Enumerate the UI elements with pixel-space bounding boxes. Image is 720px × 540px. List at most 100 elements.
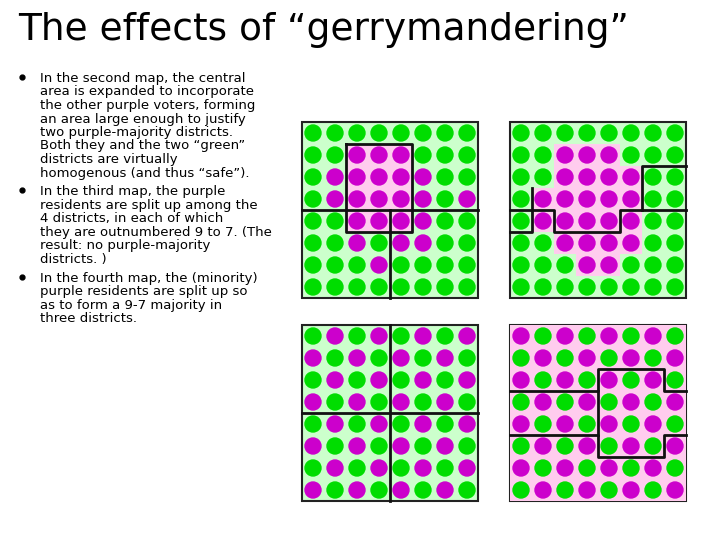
Circle shape — [623, 482, 639, 498]
Circle shape — [535, 350, 551, 366]
Circle shape — [349, 328, 365, 344]
Circle shape — [371, 169, 387, 185]
Circle shape — [393, 169, 409, 185]
Circle shape — [645, 279, 661, 295]
Circle shape — [557, 125, 573, 141]
Circle shape — [601, 169, 617, 185]
Circle shape — [579, 482, 595, 498]
Circle shape — [349, 438, 365, 454]
Text: districts. ): districts. ) — [40, 253, 107, 266]
Circle shape — [327, 438, 343, 454]
Circle shape — [645, 147, 661, 163]
Circle shape — [349, 279, 365, 295]
Circle shape — [579, 438, 595, 454]
Circle shape — [393, 416, 409, 432]
Circle shape — [601, 350, 617, 366]
Circle shape — [437, 482, 453, 498]
Circle shape — [327, 257, 343, 273]
Circle shape — [557, 191, 573, 207]
Circle shape — [415, 372, 431, 388]
Circle shape — [459, 438, 475, 454]
Text: they are outnumbered 9 to 7. (The: they are outnumbered 9 to 7. (The — [40, 226, 272, 239]
Circle shape — [645, 394, 661, 410]
Circle shape — [557, 328, 573, 344]
Circle shape — [327, 350, 343, 366]
Circle shape — [645, 460, 661, 476]
Circle shape — [371, 372, 387, 388]
Circle shape — [371, 460, 387, 476]
Circle shape — [415, 416, 431, 432]
Text: In the third map, the purple: In the third map, the purple — [40, 185, 225, 198]
Circle shape — [349, 416, 365, 432]
Circle shape — [393, 213, 409, 229]
Text: 4 districts, in each of which: 4 districts, in each of which — [40, 212, 223, 225]
Circle shape — [393, 328, 409, 344]
Circle shape — [623, 350, 639, 366]
Circle shape — [371, 279, 387, 295]
Circle shape — [535, 416, 551, 432]
Circle shape — [667, 257, 683, 273]
Circle shape — [349, 235, 365, 251]
Circle shape — [437, 147, 453, 163]
Circle shape — [327, 279, 343, 295]
Circle shape — [327, 416, 343, 432]
Circle shape — [415, 235, 431, 251]
Circle shape — [459, 372, 475, 388]
Circle shape — [415, 279, 431, 295]
Circle shape — [393, 350, 409, 366]
Bar — [302, 325, 478, 501]
Circle shape — [579, 416, 595, 432]
Text: The effects of “gerrymandering”: The effects of “gerrymandering” — [18, 12, 629, 48]
Circle shape — [513, 279, 529, 295]
Circle shape — [305, 394, 321, 410]
Circle shape — [579, 235, 595, 251]
Circle shape — [601, 147, 617, 163]
Bar — [554, 232, 642, 254]
Circle shape — [305, 460, 321, 476]
Text: as to form a 9-7 majority in: as to form a 9-7 majority in — [40, 299, 222, 312]
Text: the other purple voters, forming: the other purple voters, forming — [40, 99, 256, 112]
Circle shape — [459, 257, 475, 273]
Circle shape — [579, 169, 595, 185]
Circle shape — [437, 257, 453, 273]
Circle shape — [437, 191, 453, 207]
Circle shape — [535, 279, 551, 295]
Bar — [346, 144, 412, 232]
Circle shape — [459, 125, 475, 141]
Circle shape — [393, 191, 409, 207]
Circle shape — [645, 416, 661, 432]
Bar — [532, 188, 642, 232]
Circle shape — [667, 416, 683, 432]
Circle shape — [645, 235, 661, 251]
Circle shape — [557, 416, 573, 432]
Circle shape — [305, 328, 321, 344]
Circle shape — [667, 279, 683, 295]
Circle shape — [327, 460, 343, 476]
Circle shape — [557, 257, 573, 273]
Circle shape — [415, 147, 431, 163]
Circle shape — [327, 235, 343, 251]
Circle shape — [623, 147, 639, 163]
Circle shape — [459, 416, 475, 432]
Circle shape — [393, 482, 409, 498]
Circle shape — [601, 416, 617, 432]
Circle shape — [645, 438, 661, 454]
Circle shape — [557, 394, 573, 410]
Circle shape — [459, 213, 475, 229]
Circle shape — [623, 279, 639, 295]
Circle shape — [415, 350, 431, 366]
Circle shape — [667, 482, 683, 498]
Circle shape — [667, 328, 683, 344]
Circle shape — [513, 235, 529, 251]
Circle shape — [535, 460, 551, 476]
Circle shape — [535, 372, 551, 388]
Circle shape — [601, 257, 617, 273]
Circle shape — [513, 213, 529, 229]
Circle shape — [623, 460, 639, 476]
Circle shape — [305, 372, 321, 388]
Circle shape — [579, 257, 595, 273]
Circle shape — [459, 147, 475, 163]
Circle shape — [349, 257, 365, 273]
Circle shape — [601, 460, 617, 476]
Circle shape — [579, 147, 595, 163]
